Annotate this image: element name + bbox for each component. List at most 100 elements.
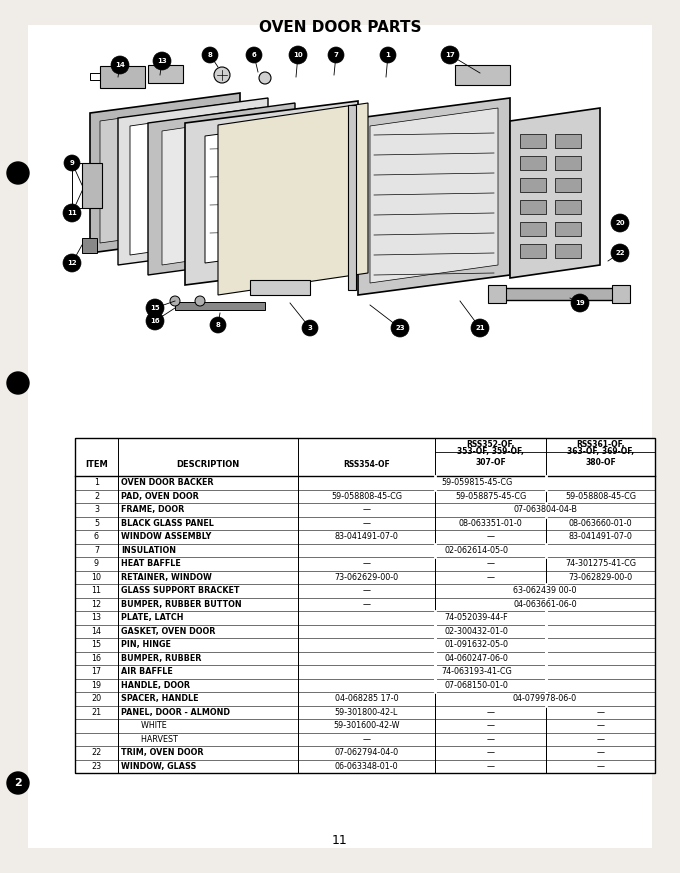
Bar (612, 285, 630, 303)
Circle shape (302, 320, 318, 336)
Polygon shape (148, 103, 295, 275)
Text: 7: 7 (94, 546, 99, 554)
Text: HARVEST: HARVEST (121, 735, 178, 744)
Circle shape (7, 772, 29, 794)
Text: 6: 6 (94, 533, 99, 541)
Circle shape (195, 296, 205, 306)
Text: 5: 5 (94, 519, 99, 528)
Bar (455, 65, 510, 85)
Circle shape (259, 72, 271, 84)
Text: 8: 8 (216, 322, 220, 328)
Bar (520, 200, 546, 214)
Polygon shape (218, 103, 368, 295)
Text: 19: 19 (91, 681, 101, 690)
Text: 06-063348-01-0: 06-063348-01-0 (335, 762, 398, 771)
Text: 74-301275-41-CG: 74-301275-41-CG (565, 560, 636, 568)
Bar (555, 134, 581, 148)
Text: —: — (486, 762, 494, 771)
Circle shape (441, 46, 459, 64)
Text: 17: 17 (445, 52, 455, 58)
Text: 353-OF, 359-OF,: 353-OF, 359-OF, (457, 447, 524, 456)
Text: 83-041491-07-0: 83-041491-07-0 (568, 533, 632, 541)
Text: —: — (362, 587, 371, 595)
Circle shape (170, 296, 180, 306)
Bar (520, 178, 546, 192)
Text: 07-062794-04-0: 07-062794-04-0 (335, 748, 398, 757)
Bar (250, 280, 310, 295)
Text: PLATE, LATCH: PLATE, LATCH (121, 613, 184, 622)
Text: 59-301600-42-W: 59-301600-42-W (333, 721, 400, 730)
Text: —: — (362, 505, 371, 514)
Circle shape (63, 204, 81, 222)
Text: BUMPER, RUBBER BUTTON: BUMPER, RUBBER BUTTON (121, 600, 241, 608)
Text: SPACER, HANDLE: SPACER, HANDLE (121, 694, 199, 704)
Bar (488, 285, 506, 303)
Text: BUMPER, RUBBER: BUMPER, RUBBER (121, 654, 201, 663)
Text: PANEL, DOOR - ALMOND: PANEL, DOOR - ALMOND (121, 708, 230, 717)
Text: DESCRIPTION: DESCRIPTION (176, 460, 239, 469)
Text: 9: 9 (69, 160, 74, 166)
Circle shape (153, 52, 171, 70)
Bar (555, 200, 581, 214)
Bar (100, 66, 145, 88)
Text: 59-058875-45-CG: 59-058875-45-CG (455, 491, 526, 501)
Text: 20: 20 (91, 694, 101, 704)
Text: 59-058808-45-CG: 59-058808-45-CG (565, 491, 636, 501)
Text: 04-060247-06-0: 04-060247-06-0 (445, 654, 509, 663)
Polygon shape (370, 108, 498, 283)
Text: 59-059815-45-CG: 59-059815-45-CG (441, 478, 512, 487)
Text: PIN, HINGE: PIN, HINGE (121, 640, 171, 650)
Bar (75, 438, 655, 773)
Text: RSS354-OF: RSS354-OF (343, 460, 390, 469)
Circle shape (380, 47, 396, 63)
Text: 02-300432-01-0: 02-300432-01-0 (445, 627, 509, 636)
Text: —: — (596, 708, 605, 717)
Text: 12: 12 (67, 260, 77, 266)
Text: 23: 23 (91, 762, 101, 771)
Circle shape (111, 56, 129, 74)
Polygon shape (205, 118, 340, 263)
Text: 22: 22 (91, 748, 101, 757)
Text: 21: 21 (475, 325, 485, 331)
Text: 22: 22 (615, 250, 625, 256)
Text: 11: 11 (92, 587, 101, 595)
Text: —: — (486, 560, 494, 568)
Text: TRIM, OVEN DOOR: TRIM, OVEN DOOR (121, 748, 203, 757)
Text: 74-063193-41-CG: 74-063193-41-CG (441, 667, 512, 677)
Text: 12: 12 (91, 600, 101, 608)
Text: ITEM: ITEM (85, 460, 108, 469)
Text: 14: 14 (92, 627, 101, 636)
Bar (555, 156, 581, 170)
Text: —: — (596, 721, 605, 730)
Text: 1: 1 (94, 478, 99, 487)
Circle shape (7, 372, 29, 394)
Text: 13: 13 (157, 58, 167, 64)
Bar (520, 134, 546, 148)
Text: RETAINER, WINDOW: RETAINER, WINDOW (121, 573, 212, 581)
Text: HEAT BAFFLE: HEAT BAFFLE (121, 560, 181, 568)
Text: —: — (362, 600, 371, 608)
Text: GASKET, OVEN DOOR: GASKET, OVEN DOOR (121, 627, 216, 636)
Bar (348, 105, 356, 290)
Circle shape (202, 47, 218, 63)
Circle shape (471, 319, 489, 337)
Text: 10: 10 (293, 52, 303, 58)
Text: 59-301800-42-L: 59-301800-42-L (335, 708, 398, 717)
Text: RSS352-OF,: RSS352-OF, (466, 441, 515, 450)
Text: —: — (362, 735, 371, 744)
Circle shape (571, 294, 589, 312)
Text: OVEN DOOR BACKER: OVEN DOOR BACKER (121, 478, 214, 487)
Circle shape (214, 67, 230, 83)
Text: 01-091632-05-0: 01-091632-05-0 (445, 640, 509, 650)
Bar (520, 156, 546, 170)
Polygon shape (162, 113, 283, 265)
Polygon shape (510, 108, 600, 278)
Text: 380-OF: 380-OF (585, 458, 616, 467)
Text: 8: 8 (207, 52, 212, 58)
Text: 08-063660-01-0: 08-063660-01-0 (568, 519, 632, 528)
Text: 73-062829-00-0: 73-062829-00-0 (568, 573, 632, 581)
Text: 10: 10 (92, 573, 101, 581)
Text: 04-079978-06-0: 04-079978-06-0 (513, 694, 577, 704)
Text: 23: 23 (395, 325, 405, 331)
Text: 6: 6 (252, 52, 256, 58)
